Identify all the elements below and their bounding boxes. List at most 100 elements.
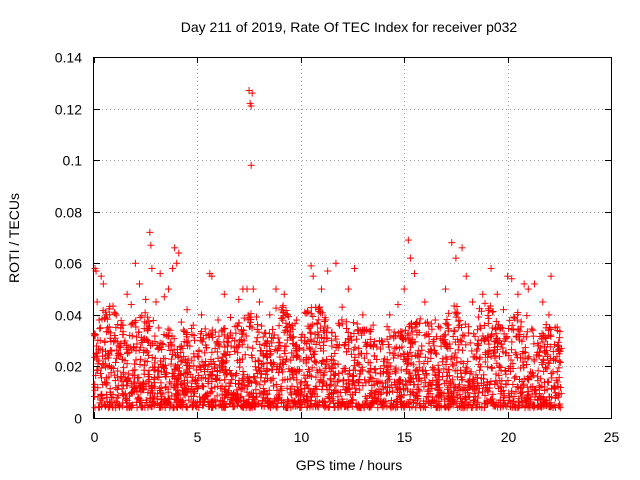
- data-point: [249, 344, 257, 352]
- data-point: [307, 328, 315, 336]
- data-point: [443, 355, 451, 363]
- data-point: [144, 403, 152, 411]
- data-point: [438, 389, 446, 397]
- data-point: [266, 311, 274, 319]
- data-point: [394, 301, 402, 309]
- data-point: [487, 352, 495, 360]
- data-point: [545, 393, 553, 401]
- data-point: [254, 363, 262, 371]
- data-point: [302, 340, 310, 348]
- data-point: [356, 370, 364, 378]
- data-point: [221, 388, 229, 396]
- data-point: [485, 314, 493, 322]
- data-point: [226, 331, 234, 339]
- data-point: [251, 374, 259, 382]
- data-point: [297, 378, 305, 386]
- data-point: [332, 370, 340, 378]
- data-point: [434, 403, 442, 411]
- data-point: [467, 368, 475, 376]
- data-point: [413, 391, 421, 399]
- data-point: [449, 333, 457, 341]
- data-point: [311, 400, 319, 408]
- data-point: [395, 379, 403, 387]
- data-point: [247, 161, 255, 169]
- data-point: [161, 364, 169, 372]
- data-point: [362, 397, 370, 405]
- data-point: [366, 335, 374, 343]
- data-point: [369, 343, 377, 351]
- data-point: [244, 400, 252, 408]
- data-point: [302, 359, 310, 367]
- data-point: [94, 366, 102, 374]
- data-point: [308, 321, 316, 329]
- data-point: [419, 403, 427, 411]
- data-point: [113, 346, 121, 354]
- data-point: [303, 397, 311, 405]
- data-point: [257, 374, 265, 382]
- data-point: [166, 338, 174, 346]
- data-point: [415, 353, 423, 361]
- data-point: [476, 366, 484, 374]
- data-point: [349, 366, 357, 374]
- data-point: [226, 313, 234, 321]
- data-point: [102, 311, 110, 319]
- data-point: [188, 357, 196, 365]
- data-point: [345, 338, 353, 346]
- data-point: [154, 367, 162, 375]
- data-point: [140, 361, 148, 369]
- data-point: [435, 373, 443, 381]
- data-point: [266, 351, 274, 359]
- data-point: [119, 331, 127, 339]
- data-point: [156, 270, 164, 278]
- data-point: [347, 333, 355, 341]
- data-point: [487, 264, 495, 272]
- data-point: [516, 390, 524, 398]
- data-point: [513, 383, 521, 391]
- data-point: [234, 391, 242, 399]
- data-point: [505, 325, 513, 333]
- data-point: [457, 336, 465, 344]
- data-point: [91, 380, 99, 388]
- data-point: [324, 267, 332, 275]
- data-point: [254, 356, 262, 364]
- data-point: [134, 395, 142, 403]
- data-point: [174, 380, 182, 388]
- data-point: [520, 280, 528, 288]
- data-point: [135, 328, 143, 336]
- data-point: [443, 316, 451, 324]
- data-point: [180, 328, 188, 336]
- data-point: [352, 385, 360, 393]
- data-point: [190, 336, 198, 344]
- data-point: [172, 398, 180, 406]
- data-point: [93, 298, 101, 306]
- data-point: [521, 355, 529, 363]
- data-point: [95, 403, 103, 411]
- data-point: [216, 342, 224, 350]
- data-point: [159, 355, 167, 363]
- data-point: [509, 397, 517, 405]
- data-point: [262, 329, 270, 337]
- data-point: [211, 328, 219, 336]
- data-point: [232, 329, 240, 337]
- data-point: [346, 370, 354, 378]
- data-point: [182, 403, 190, 411]
- data-point: [495, 362, 503, 370]
- data-point: [221, 359, 229, 367]
- data-point: [243, 388, 251, 396]
- data-point: [326, 393, 334, 401]
- data-point: [376, 345, 384, 353]
- data-point: [200, 401, 208, 409]
- data-point: [225, 400, 233, 408]
- data-point: [412, 320, 420, 328]
- data-point: [444, 321, 452, 329]
- data-point: [550, 355, 558, 363]
- data-point: [531, 393, 539, 401]
- data-point: [227, 370, 235, 378]
- data-point: [272, 285, 280, 293]
- data-point: [508, 321, 516, 329]
- data-point: [342, 339, 350, 347]
- data-point: [365, 327, 373, 335]
- data-point: [309, 390, 317, 398]
- data-point: [410, 381, 418, 389]
- data-point: [202, 341, 210, 349]
